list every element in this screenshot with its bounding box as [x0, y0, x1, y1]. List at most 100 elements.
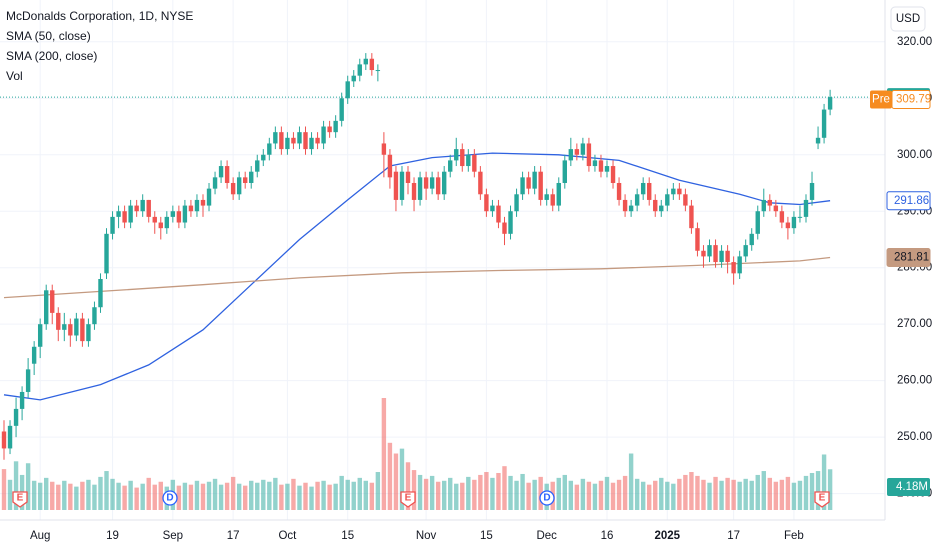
volume-bar [695, 475, 700, 510]
volume-bar [586, 481, 592, 510]
volume-bar [146, 477, 151, 510]
candle-body [737, 256, 742, 274]
candle-body [574, 149, 580, 155]
volume-bar [827, 469, 833, 510]
candle-body [122, 211, 127, 223]
candle-body [110, 216, 115, 234]
volume-bar [236, 483, 242, 510]
candle-body [321, 126, 326, 144]
volume-bar [677, 478, 682, 510]
candle-body [369, 58, 375, 71]
candle-body [598, 160, 604, 172]
volume-bar [315, 481, 320, 510]
volume-bar [592, 483, 598, 510]
volume-bar [86, 479, 91, 510]
candle-body [194, 199, 200, 212]
sma-line [3, 152, 831, 401]
volume-bar [393, 453, 399, 510]
volume-bar [761, 471, 766, 510]
volume-bar [562, 474, 567, 510]
candle-body [218, 166, 224, 178]
volume-bar [333, 483, 338, 510]
candle-body [683, 194, 688, 206]
volume-bar [13, 461, 19, 510]
candle-body [134, 205, 139, 212]
volume-bar [653, 480, 658, 510]
volume-bar [478, 474, 483, 510]
volume-bar [767, 477, 773, 510]
candle-body [821, 109, 827, 138]
candle-body [411, 182, 417, 200]
candle-body [761, 199, 766, 212]
candle-body [381, 143, 387, 155]
volume-bar [821, 454, 827, 510]
x-tick-label: Feb [784, 530, 804, 542]
candle-body [212, 177, 218, 189]
volume-bar [640, 481, 646, 510]
candle-body [496, 205, 501, 223]
candle-body [767, 199, 773, 206]
volume-bar [194, 480, 200, 510]
candle-body [749, 233, 754, 246]
candle-body [634, 194, 640, 206]
y-tick-label: 260.00 [897, 375, 932, 387]
candle-body [640, 182, 646, 195]
dividend-icon [539, 490, 555, 506]
candle-body [743, 245, 748, 257]
volume-bar [598, 480, 604, 510]
candle-body [86, 324, 91, 342]
candle-body [19, 391, 25, 409]
volume-bar [182, 482, 188, 510]
candle-body [622, 199, 628, 212]
volume-bar [128, 480, 133, 510]
volume-bar [731, 479, 736, 510]
volume-bar [92, 484, 97, 510]
candle-body [417, 177, 423, 200]
candle-body [526, 177, 531, 189]
volume-bar [339, 475, 344, 510]
candle-body [791, 216, 797, 229]
currency[interactable]: USD [896, 13, 920, 25]
candle-body [550, 194, 555, 206]
premarket-box [891, 89, 931, 109]
candle-body [803, 199, 809, 217]
candle-body [273, 132, 278, 144]
candle-body [773, 205, 779, 212]
volume-bar [683, 474, 688, 510]
premarket-tag [870, 90, 892, 109]
volume-bar [743, 478, 748, 510]
volume-bar [188, 484, 194, 510]
volume-bar [490, 477, 495, 510]
chart-title: McDonalds Corporation, 1D, NYSE [6, 9, 193, 23]
volume-bar [50, 481, 55, 510]
x-tick-label: Sep [163, 530, 183, 542]
volume-bar [230, 476, 236, 510]
volume-bar [532, 479, 537, 510]
candle-body [357, 64, 362, 76]
candle-body [267, 143, 272, 155]
volume-bar [255, 482, 260, 510]
candle-body [224, 166, 230, 183]
volume-bar [809, 472, 815, 510]
x-tick-label: Oct [278, 530, 297, 542]
candle-body [514, 194, 519, 212]
currency-button[interactable] [890, 6, 926, 32]
volume-bar [218, 484, 224, 510]
candle-body [236, 177, 242, 195]
candle-body [538, 171, 543, 200]
candle-body [351, 75, 356, 82]
candle-body [604, 166, 610, 172]
volume-bar [484, 472, 489, 510]
candle-body [393, 171, 399, 200]
volume-bar [152, 484, 157, 510]
candle-body [98, 279, 103, 308]
y-tick-label: 320.00 [897, 36, 932, 48]
candle-body [701, 250, 706, 257]
candle-body [586, 143, 592, 167]
candle-body [243, 177, 248, 183]
volume-bar [31, 480, 37, 510]
candle-body [92, 307, 97, 325]
volume-bar [134, 487, 139, 510]
